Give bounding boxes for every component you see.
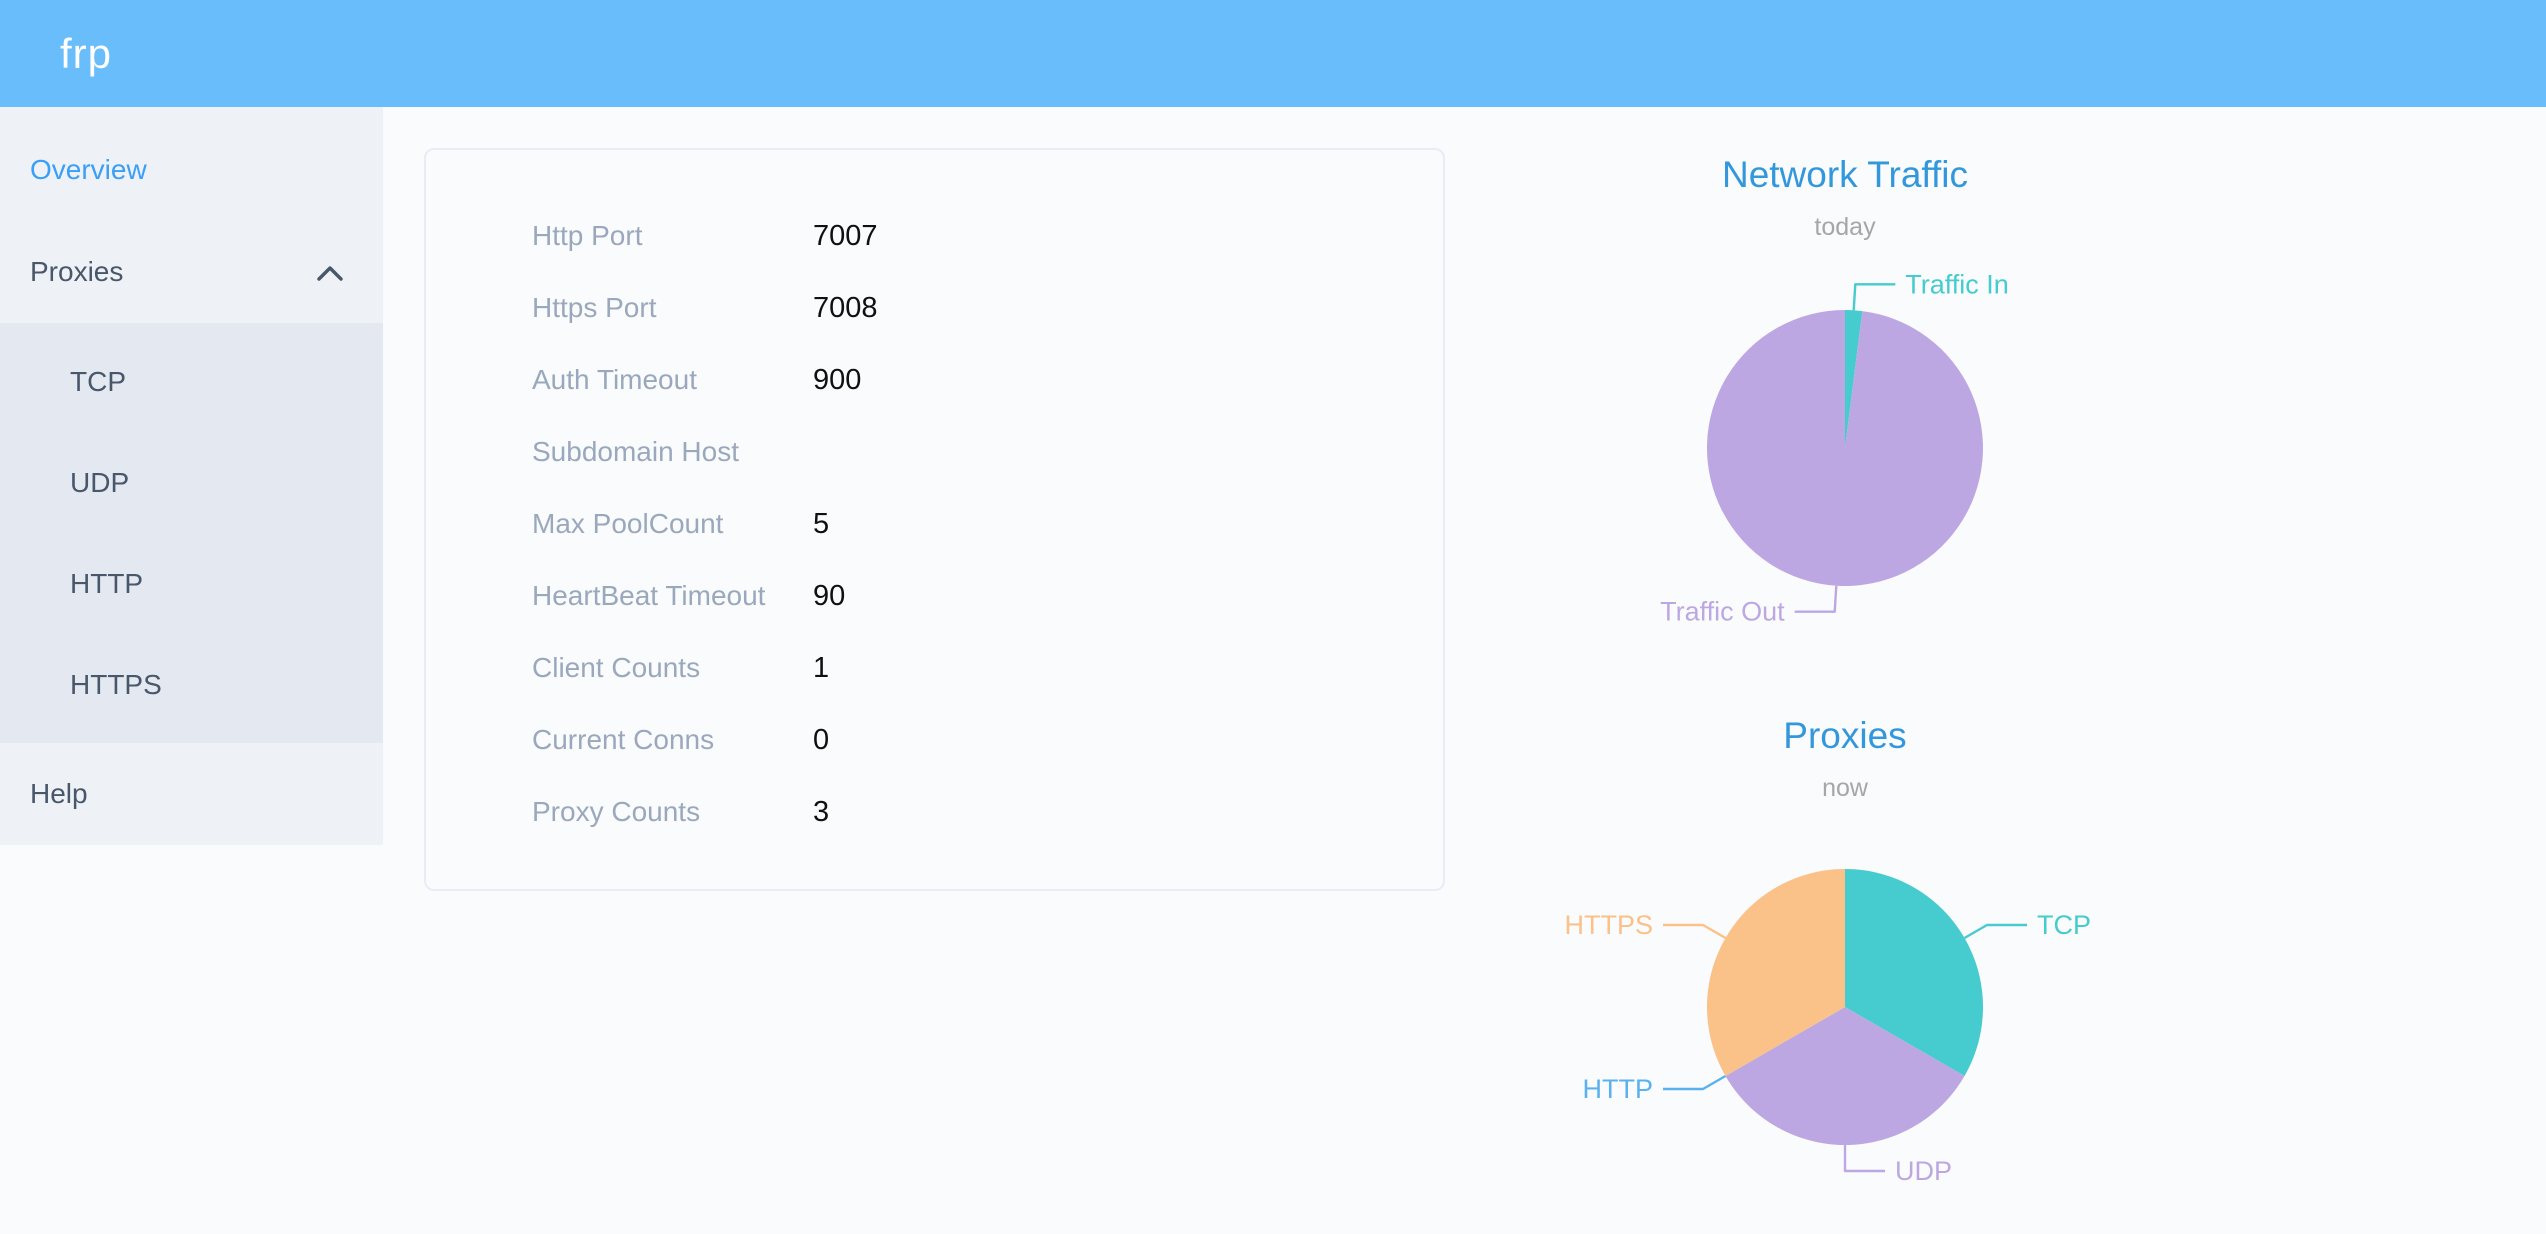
proxies-pie[interactable]: TCP UDP HTTP HTTPS [1465,800,2225,1234]
chart-title: Network Traffic [1721,154,1969,195]
config-value: 7007 [813,219,878,252]
pie-label-tcp: TCP [2037,910,2091,940]
sidebar-item-help[interactable]: Help [30,778,88,809]
config-value: 90 [813,579,846,612]
pie-label-line [1852,283,1896,311]
config-row: Current Conns 0 [532,704,1443,776]
pie-label-line [1794,585,1838,613]
sidebar-item-proxies[interactable]: Proxies [0,221,383,323]
config-label: Auth Timeout [532,364,697,395]
config-label: Current Conns [532,724,715,755]
pie-label-traffic-in: Traffic In [1905,269,2009,299]
pie-slice-https[interactable] [1707,869,1845,1076]
pie-slice-traffic-in[interactable] [1845,310,1863,448]
config-row: Subdomain Host [532,416,1443,488]
config-row: Https Port 7008 [532,272,1443,344]
config-value: 0 [813,723,830,756]
config-value: 1 [813,651,830,684]
config-label: Subdomain Host [532,436,740,467]
chart-subtitle: now [1822,774,1868,802]
pie-slice-udp[interactable] [1725,1007,1965,1145]
config-row: Max PoolCount 5 [532,488,1443,560]
sidebar-submenu-proxies: TCP UDP HTTP HTTPS [0,323,383,743]
config-label: Http Port [532,220,643,251]
config-value: 900 [813,363,862,396]
pie-label-traffic-out: Traffic Out [1660,597,1785,627]
sidebar-item-tcp[interactable]: TCP [70,366,126,397]
config-row: HeartBeat Timeout 90 [532,560,1443,632]
chevron-up-icon [317,266,343,281]
chart-proxies-header: Proxies now [1465,714,2225,803]
chart-subtitle: today [1814,213,1876,241]
chart-title: Proxies [1783,715,1907,756]
sidebar-item-https[interactable]: HTTPS [70,669,162,700]
config-row: Proxy Counts 3 [532,776,1443,848]
config-row: Client Counts 1 [532,632,1443,704]
chart-network-traffic-header: Network Traffic today [1465,153,2225,242]
sidebar-item-udp[interactable]: UDP [70,467,130,498]
sidebar: Overview Proxies TCP UDP HTTP HTTPS Help [0,107,383,845]
config-label: Client Counts [532,652,701,683]
config-value: 7008 [813,291,878,324]
network-traffic-pie[interactable]: Traffic In Traffic Out [1465,240,2225,674]
pie-slice-traffic-out[interactable] [1706,309,1983,587]
pie-label-line [1663,1074,1727,1091]
config-value: 5 [813,507,830,540]
config-label: Max PoolCount [532,508,724,539]
sidebar-item-http[interactable]: HTTP [70,568,144,599]
pie-label-line [1663,923,1727,940]
pie-slice-tcp[interactable] [1845,869,1983,1076]
sidebar-item-overview[interactable]: Overview [30,154,147,185]
config-label: HeartBeat Timeout [532,580,766,611]
config-row: Http Port 7007 [532,200,1443,272]
config-label: Proxy Counts [532,796,701,827]
server-config-card: Http Port 7007 Https Port 7008 Auth Time… [424,148,1445,891]
sidebar-item-proxies-label: Proxies [30,256,124,287]
config-value: 3 [813,795,830,828]
pie-label-http: HTTP [1583,1074,1654,1104]
app-header: frp [0,0,2546,107]
config-label: Https Port [532,292,657,323]
pie-label-https: HTTPS [1564,910,1653,940]
pie-label-udp: UDP [1895,1156,1952,1186]
pie-label-line [1963,923,2027,940]
pie-label-line [1843,1145,1885,1173]
config-row: Auth Timeout 900 [532,344,1443,416]
app-logo: frp [60,30,113,77]
